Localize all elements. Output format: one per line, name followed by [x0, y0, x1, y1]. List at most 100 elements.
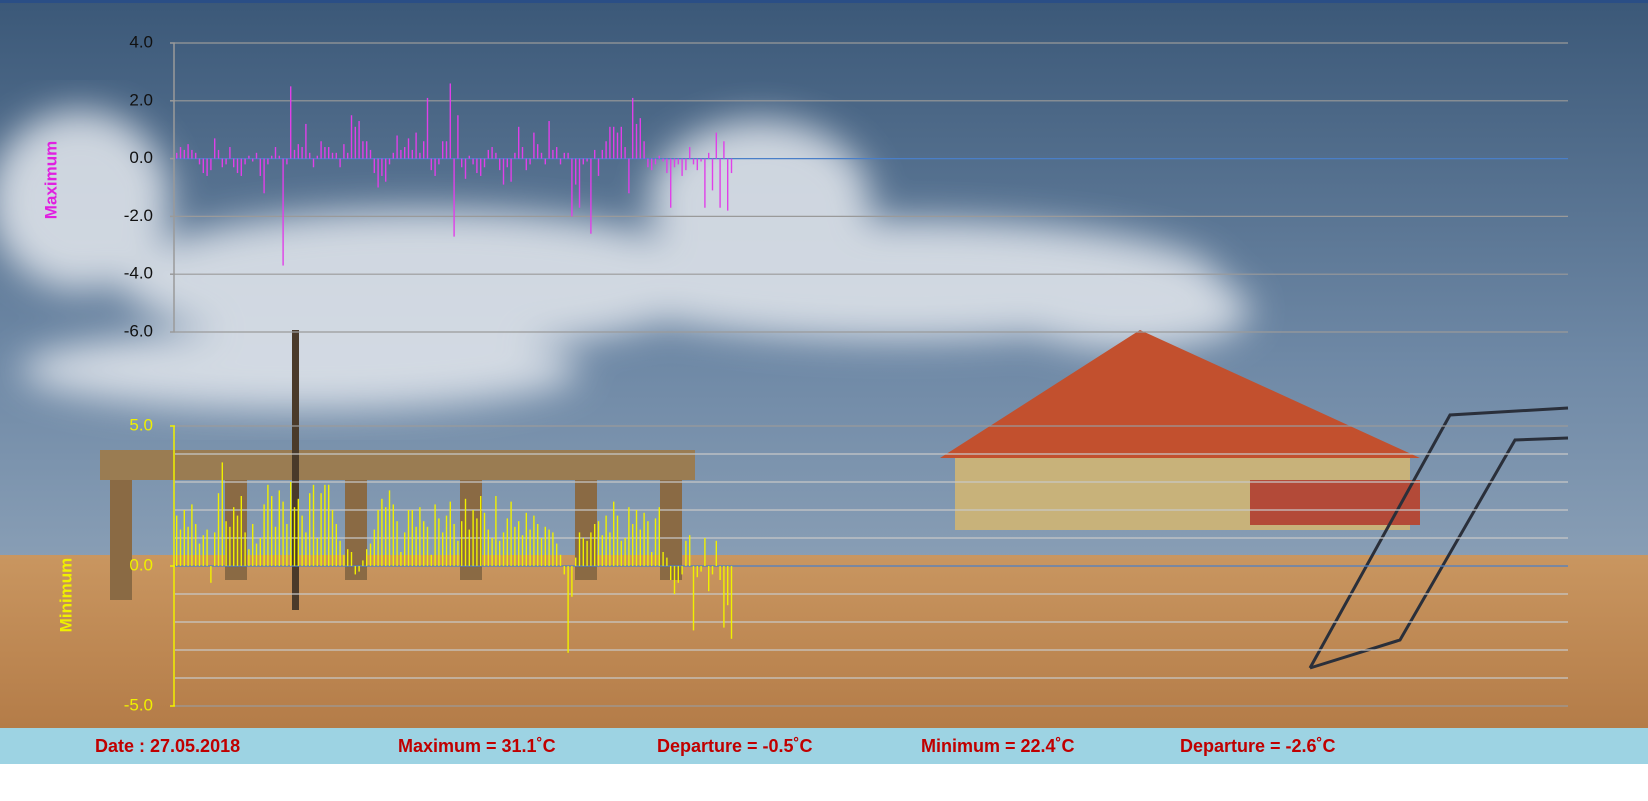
bar: [658, 507, 660, 566]
bar: [301, 515, 303, 566]
bar: [563, 566, 565, 575]
bar: [423, 141, 425, 159]
bar: [316, 538, 318, 566]
bar: [195, 524, 197, 566]
bar: [354, 126, 356, 159]
bar: [278, 490, 280, 566]
bar: [377, 510, 379, 566]
bar: [533, 515, 535, 566]
y-tick-label: -2.0: [124, 206, 153, 225]
y-tick-label: -5.0: [124, 695, 153, 714]
bar: [723, 141, 725, 159]
bar: [563, 152, 565, 159]
bar: [373, 529, 375, 566]
bar: [366, 549, 368, 566]
bar: [221, 462, 223, 566]
bar: [525, 158, 527, 171]
bar: [442, 532, 444, 566]
bar: [442, 141, 444, 159]
bar: [248, 155, 250, 159]
bar: [233, 158, 235, 168]
bar: [202, 158, 204, 174]
bar: [578, 532, 581, 566]
bar: [362, 560, 364, 566]
bar: [198, 543, 201, 566]
bar: [544, 158, 546, 165]
bar: [464, 158, 467, 179]
bar: [514, 526, 516, 566]
bar: [590, 532, 592, 566]
bar: [179, 147, 182, 159]
bar: [305, 123, 307, 159]
bar: [647, 158, 649, 168]
bar: [499, 158, 501, 171]
bar: [392, 152, 394, 159]
bar: [392, 504, 394, 566]
bar: [590, 158, 592, 234]
bar: [187, 526, 189, 566]
bar: [426, 526, 429, 566]
bar: [335, 152, 337, 159]
y-tick-label: 5.0: [129, 415, 153, 434]
bar: [673, 158, 676, 168]
bar: [407, 138, 410, 159]
bar: [282, 501, 284, 566]
bar: [730, 566, 733, 639]
bar: [586, 540, 588, 566]
bar: [210, 566, 212, 583]
bar: [609, 532, 611, 566]
bar: [244, 158, 246, 165]
bar: [491, 147, 493, 159]
bar: [221, 158, 223, 168]
bar: [214, 532, 216, 566]
bar: [715, 540, 717, 566]
bar: [635, 510, 638, 566]
bar: [259, 538, 261, 566]
bar: [415, 132, 417, 159]
bar: [559, 554, 562, 566]
bar: [571, 158, 573, 217]
bar: [274, 147, 277, 159]
bar: [236, 515, 239, 566]
bar: [244, 532, 246, 566]
bar: [609, 126, 611, 159]
bar: [305, 532, 307, 566]
bar: [404, 532, 406, 566]
bar: [373, 158, 375, 174]
bar: [696, 158, 698, 171]
bar: [453, 524, 455, 566]
bar: [320, 141, 322, 159]
bar: [521, 147, 524, 159]
bar: [324, 484, 326, 566]
bar: [457, 115, 459, 159]
bar: [369, 543, 372, 566]
y-axis-label: Maximum: [41, 141, 60, 219]
bar: [681, 566, 683, 575]
bar: [647, 521, 649, 566]
bar: [445, 515, 448, 566]
bar: [639, 118, 641, 159]
bar: [301, 147, 303, 159]
bar: [217, 149, 220, 159]
bar: [411, 149, 413, 159]
chart: 4.0 2.0 0.0 -2.0 -4.0 -6.0 Maximum 5.0 0.0 -5.0 Mi…: [41, 32, 1568, 714]
bar: [711, 566, 714, 575]
bar: [582, 538, 584, 566]
info-bar: Date : 27.05.2018 Maximum = 31.1˚C Departu…: [0, 728, 1648, 764]
bar: [263, 504, 265, 566]
bar: [666, 557, 668, 566]
bar: [575, 158, 577, 185]
info-text: Date : 27.05.2018: [95, 736, 241, 756]
bar: [681, 158, 683, 176]
bar: [309, 493, 311, 566]
bar: [670, 566, 672, 580]
bar: [461, 521, 463, 566]
bar: [419, 507, 421, 566]
info-text: Maximum = 31.1˚C: [398, 736, 556, 756]
bar: [635, 123, 638, 159]
bar: [290, 86, 292, 159]
bar: [518, 126, 520, 159]
bar: [525, 512, 527, 566]
bar: [632, 524, 634, 566]
